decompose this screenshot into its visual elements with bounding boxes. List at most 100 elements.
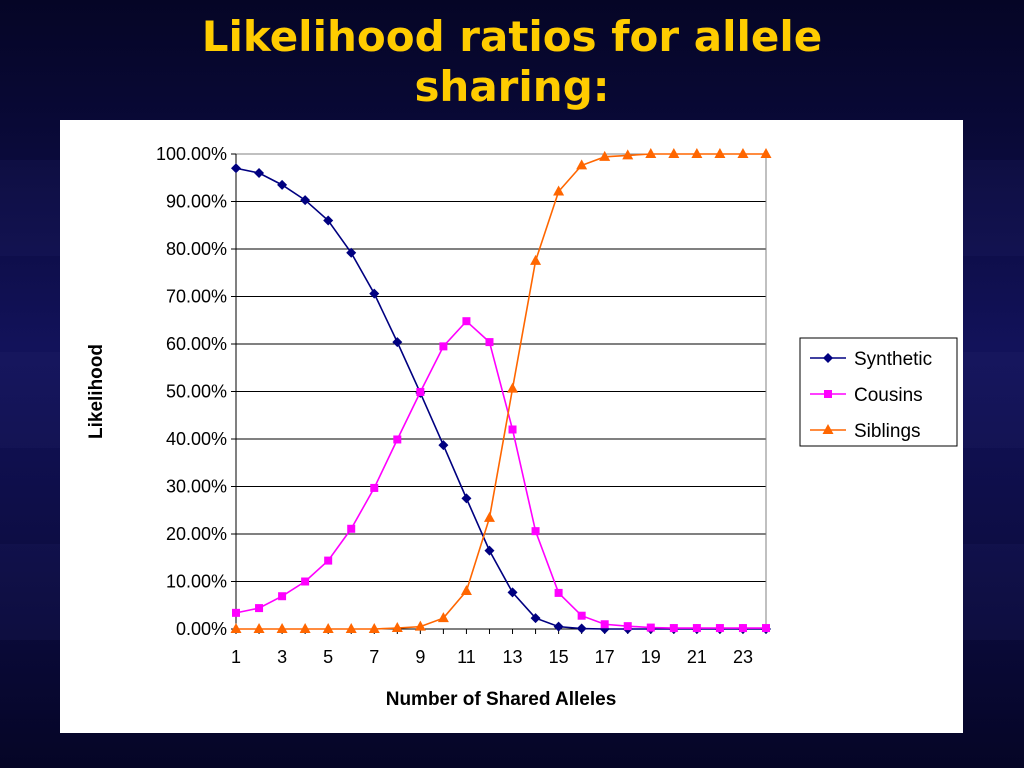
legend-marker-cousins: [824, 390, 832, 398]
x-tick-label: 7: [369, 647, 379, 667]
series-group: [230, 148, 772, 634]
x-tick-label: 3: [277, 647, 287, 667]
data-point-synthetic: [369, 288, 380, 299]
data-point-siblings: [253, 623, 265, 633]
legend-label-synthetic: Synthetic: [854, 349, 932, 370]
data-point-synthetic: [553, 621, 564, 632]
data-point-siblings: [230, 623, 242, 633]
legend-label-siblings: Siblings: [854, 421, 921, 442]
data-point-cousins: [669, 624, 678, 633]
y-tick-label: 80.00%: [166, 239, 227, 259]
data-point-siblings: [299, 623, 311, 633]
data-point-siblings: [645, 148, 657, 158]
data-point-siblings: [737, 148, 749, 158]
slide-title-line-1: Likelihood ratios for allele: [201, 12, 823, 61]
data-point-cousins: [462, 317, 471, 326]
data-point-synthetic: [300, 195, 311, 206]
data-point-cousins: [715, 624, 724, 633]
data-point-siblings: [276, 623, 288, 633]
y-axis-title: Likelihood: [86, 344, 107, 439]
chart-panel: 0.00% 10.00% 20.00% 30.00% 40.00% 50.00% 60.00…: [60, 120, 963, 733]
gridlines: [236, 153, 766, 630]
data-point-siblings: [483, 511, 495, 522]
data-point-siblings: [691, 148, 703, 158]
y-tick-label: 50.00%: [166, 382, 227, 402]
data-point-cousins: [255, 604, 264, 613]
line-chart: 0.00% 10.00% 20.00% 30.00% 40.00% 50.00% 60.00…: [86, 144, 958, 710]
x-tick-label: 9: [415, 647, 425, 667]
y-tick-label: 20.00%: [166, 524, 227, 544]
data-point-cousins: [370, 483, 379, 492]
slide-title: Likelihood ratios for allele sharing:: [0, 12, 1024, 112]
data-point-cousins: [646, 623, 655, 632]
series-line-cousins: [235, 320, 766, 629]
data-point-siblings: [714, 148, 726, 158]
data-point-siblings: [368, 623, 380, 633]
data-point-siblings: [437, 612, 449, 623]
data-point-cousins: [531, 527, 540, 536]
series-siblings: [230, 148, 772, 633]
legend-marker-siblings: [822, 424, 834, 434]
data-point-cousins: [232, 608, 240, 617]
legend-marker-synthetic: [823, 353, 833, 363]
data-point-siblings: [414, 620, 426, 631]
data-point-siblings: [460, 585, 472, 595]
axes: [231, 153, 767, 634]
data-point-cousins: [692, 624, 701, 633]
x-axis-title: Number of Shared Alleles: [386, 689, 617, 710]
y-tick-label: 0.00%: [176, 619, 227, 639]
data-point-synthetic: [392, 337, 403, 348]
data-point-synthetic: [461, 493, 472, 504]
y-tick-label: 40.00%: [166, 429, 227, 449]
data-point-cousins: [278, 592, 287, 601]
data-point-siblings: [760, 148, 772, 158]
data-point-cousins: [577, 611, 586, 620]
data-point-siblings: [599, 150, 611, 161]
data-point-synthetic: [484, 545, 495, 556]
legend: Synthetic Cousins Siblings: [799, 337, 958, 447]
y-tick-label: 90.00%: [166, 192, 227, 212]
data-point-siblings: [622, 149, 634, 160]
data-point-siblings: [530, 254, 542, 265]
data-point-synthetic: [576, 623, 587, 634]
x-tick-label: 1: [231, 647, 241, 667]
legend-label-cousins: Cousins: [854, 385, 923, 406]
data-point-cousins: [439, 342, 448, 351]
data-point-cousins: [324, 556, 333, 565]
data-point-synthetic: [254, 168, 265, 178]
data-point-cousins: [554, 588, 563, 597]
y-tick-label: 60.00%: [166, 334, 227, 354]
y-tick-label: 100.00%: [156, 144, 227, 164]
data-point-cousins: [485, 338, 494, 347]
data-point-siblings: [345, 623, 357, 633]
data-point-synthetic: [231, 163, 241, 174]
x-tick-label: 15: [549, 647, 569, 667]
x-tick-label: 17: [595, 647, 615, 667]
series-line-synthetic: [235, 167, 766, 630]
data-point-synthetic: [277, 179, 288, 190]
data-point-cousins: [508, 425, 517, 434]
y-tick-label: 70.00%: [166, 287, 227, 307]
series-line-siblings: [236, 153, 766, 630]
data-point-siblings: [507, 382, 519, 393]
x-tick-label: 5: [323, 647, 333, 667]
data-point-siblings: [668, 148, 680, 158]
tick-labels: 0.00% 10.00% 20.00% 30.00% 40.00% 50.00% 60.00…: [156, 144, 753, 667]
data-point-siblings: [391, 622, 403, 633]
data-point-siblings: [576, 159, 588, 170]
series-cousins: [232, 317, 770, 633]
data-point-synthetic: [507, 587, 518, 598]
x-tick-label: 23: [733, 647, 753, 667]
slide-title-line-2: sharing:: [414, 62, 610, 111]
data-point-cousins: [347, 524, 356, 533]
y-tick-label: 30.00%: [166, 477, 227, 497]
data-point-cousins: [301, 577, 310, 586]
x-tick-label: 13: [503, 647, 523, 667]
data-point-synthetic: [438, 440, 449, 451]
data-point-cousins: [623, 622, 632, 631]
data-point-cousins: [762, 624, 770, 633]
series-synthetic: [231, 163, 771, 634]
data-point-siblings: [553, 185, 565, 196]
data-point-siblings: [322, 623, 334, 633]
data-point-cousins: [393, 435, 402, 444]
